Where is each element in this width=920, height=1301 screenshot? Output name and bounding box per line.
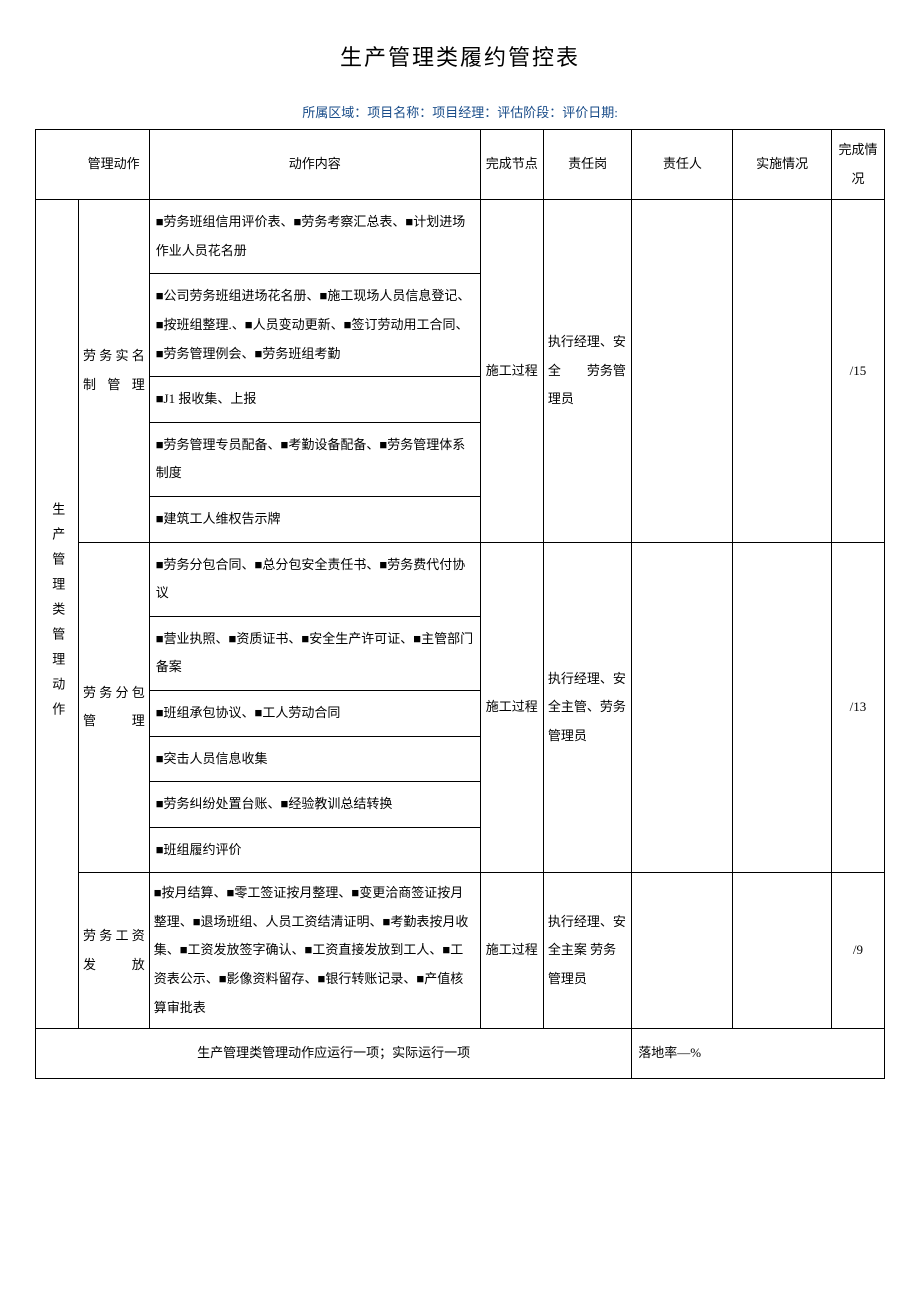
header-node: 完成节点 <box>480 130 543 200</box>
content-part: ■班组履约评价 <box>150 828 480 873</box>
node-cell: 施工过程 <box>480 873 543 1029</box>
content-part: ■J1 报收集、上报 <box>150 377 480 423</box>
post-cell: 执行经理、安全主管、劳务管理员 <box>543 542 631 873</box>
content-cell: ■按月结算、■零工签证按月整理、■变更洽商签证按月整理、■退场班组、人员工资结清… <box>149 873 480 1029</box>
action-cell: 劳务实名制管理 <box>78 200 149 542</box>
category-cell: 生产管理类管理动作 <box>36 200 79 1029</box>
content-part: ■劳务分包合同、■总分包安全责任书、■劳务费代付协议 <box>150 543 480 617</box>
impl-cell <box>733 873 832 1029</box>
header-row: 管理动作 动作内容 完成节点 责任岗 责任人 实施情况 完成情况 <box>36 130 885 200</box>
node-cell: 施工过程 <box>480 542 543 873</box>
footer-left: 生产管理类管理动作应运行一项；实际运行一项 <box>36 1029 632 1079</box>
footer-row: 生产管理类管理动作应运行一项；实际运行一项 落地率—% <box>36 1029 885 1079</box>
post-cell: 执行经理、安全 劳务管理员 <box>543 200 631 542</box>
content-part: ■营业执照、■资质证书、■安全生产许可证、■主管部门备案 <box>150 617 480 691</box>
node-cell: 施工过程 <box>480 200 543 542</box>
document-title: 生产管理类履约管控表 <box>35 40 885 72</box>
document-subtitle: 所属区域：项目名称：项目经理：评估阶段：评价日期: <box>35 102 885 121</box>
header-post: 责任岗 <box>543 130 631 200</box>
table-row: 生产管理类管理动作 劳务实名制管理 ■劳务班组信用评价表、■劳务考察汇总表、■计… <box>36 200 885 542</box>
header-action: 管理动作 <box>78 130 149 200</box>
person-cell <box>632 873 733 1029</box>
table-row: 劳务分包管理 ■劳务分包合同、■总分包安全责任书、■劳务费代付协议 ■营业执照、… <box>36 542 885 873</box>
header-status: 完成情况 <box>831 130 884 200</box>
table-row: 劳务工资发放 ■按月结算、■零工签证按月整理、■变更洽商签证按月整理、■退场班组… <box>36 873 885 1029</box>
footer-right: 落地率—% <box>632 1029 885 1079</box>
status-cell: /13 <box>831 542 884 873</box>
control-table: 管理动作 动作内容 完成节点 责任岗 责任人 实施情况 完成情况 生产管理类管理… <box>35 129 885 1079</box>
status-cell: /9 <box>831 873 884 1029</box>
content-cell: ■劳务班组信用评价表、■劳务考察汇总表、■计划进场作业人员花名册 ■公司劳务班组… <box>149 200 480 542</box>
impl-cell <box>733 200 832 542</box>
post-cell: 执行经理、安全主案 劳务管理员 <box>543 873 631 1029</box>
header-blank <box>36 130 79 200</box>
content-part: ■建筑工人维权告示牌 <box>150 497 480 542</box>
action-cell: 劳务工资发放 <box>78 873 149 1029</box>
header-content: 动作内容 <box>149 130 480 200</box>
header-person: 责任人 <box>632 130 733 200</box>
header-impl: 实施情况 <box>733 130 832 200</box>
content-part: ■劳务班组信用评价表、■劳务考察汇总表、■计划进场作业人员花名册 <box>150 200 480 274</box>
action-cell: 劳务分包管理 <box>78 542 149 873</box>
person-cell <box>632 542 733 873</box>
content-cell: ■劳务分包合同、■总分包安全责任书、■劳务费代付协议 ■营业执照、■资质证书、■… <box>149 542 480 873</box>
content-part: ■突击人员信息收集 <box>150 737 480 783</box>
status-cell: /15 <box>831 200 884 542</box>
content-part: ■劳务纠纷处置台账、■经验教训总结转换 <box>150 782 480 828</box>
person-cell <box>632 200 733 542</box>
content-part: ■公司劳务班组进场花名册、■施工现场人员信息登记、■按班组整理.、■人员变动更新… <box>150 274 480 377</box>
content-part: ■班组承包协议、■工人劳动合同 <box>150 691 480 737</box>
content-part: ■劳务管理专员配备、■考勤设备配备、■劳务管理体系制度 <box>150 423 480 497</box>
impl-cell <box>733 542 832 873</box>
